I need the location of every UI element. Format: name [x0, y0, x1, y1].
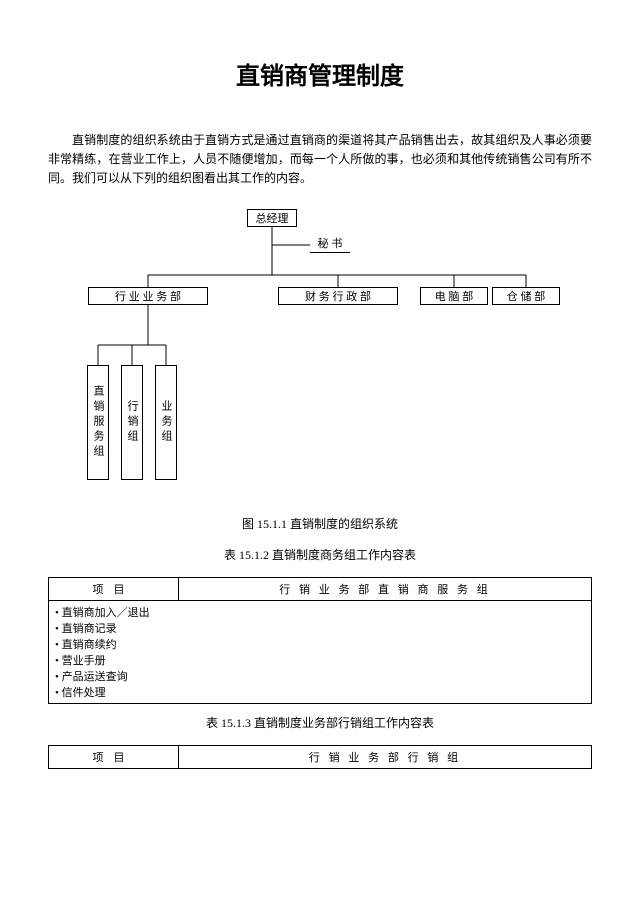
list-item: 营业手册: [55, 652, 585, 668]
org-node-it-dept: 电 脑 部: [420, 287, 488, 305]
col-header-project: 项目: [49, 577, 179, 600]
table-row: 项目 行 销 业 务 部 行 销 组: [49, 745, 592, 768]
col-header-project: 项目: [49, 745, 179, 768]
org-node-wh-dept: 仓 储 部: [492, 287, 560, 305]
work-items-list: 直销商加入／退出 直销商记录 直销商续约 营业手册 产品运送查询 信件处理: [55, 604, 585, 700]
org-node-team-mkt: 行销组: [121, 365, 143, 480]
table-items-cell: 直销商加入／退出 直销商记录 直销商续约 营业手册 产品运送查询 信件处理: [49, 600, 592, 703]
list-item: 产品运送查询: [55, 668, 585, 684]
list-item: 直销商续约: [55, 636, 585, 652]
figure-caption-1: 图 15.1.1 直销制度的组织系统: [48, 515, 592, 532]
org-chart: 总经理 秘 书 行 业 业 务 部 财 务 行 政 部 电 脑 部 仓 储 部 …: [48, 205, 592, 505]
list-item: 直销商加入／退出: [55, 604, 585, 620]
org-node-fin-dept: 财 务 行 政 部: [278, 287, 398, 305]
org-node-team-ops: 业务组: [155, 365, 177, 480]
intro-paragraph: 直销制度的组织系统由于直销方式是通过直销商的渠道将其产品销售出去，故其组织及人事…: [48, 131, 592, 189]
work-table-2: 项目 行 销 业 务 部 行 销 组: [48, 745, 592, 769]
col-header-dept: 行 销 业 务 部 行 销 组: [179, 745, 592, 768]
work-table-1: 项目 行 销 业 务 部 直 销 商 服 务 组 直销商加入／退出 直销商记录 …: [48, 577, 592, 704]
table-row: 项目 行 销 业 务 部 直 销 商 服 务 组: [49, 577, 592, 600]
list-item: 信件处理: [55, 684, 585, 700]
org-node-gm: 总经理: [247, 209, 297, 227]
table-caption-1: 表 15.1.2 直销制度商务组工作内容表: [48, 546, 592, 563]
table-row: 直销商加入／退出 直销商记录 直销商续约 营业手册 产品运送查询 信件处理: [49, 600, 592, 703]
list-item: 直销商记录: [55, 620, 585, 636]
col-header-dept: 行 销 业 务 部 直 销 商 服 务 组: [179, 577, 592, 600]
org-node-team-svc: 直销服务组: [87, 365, 109, 480]
org-node-secretary: 秘 书: [310, 235, 350, 253]
page-title: 直销商管理制度: [48, 56, 592, 91]
org-node-biz-dept: 行 业 业 务 部: [88, 287, 208, 305]
table-caption-2: 表 15.1.3 直销制度业务部行销组工作内容表: [48, 714, 592, 731]
